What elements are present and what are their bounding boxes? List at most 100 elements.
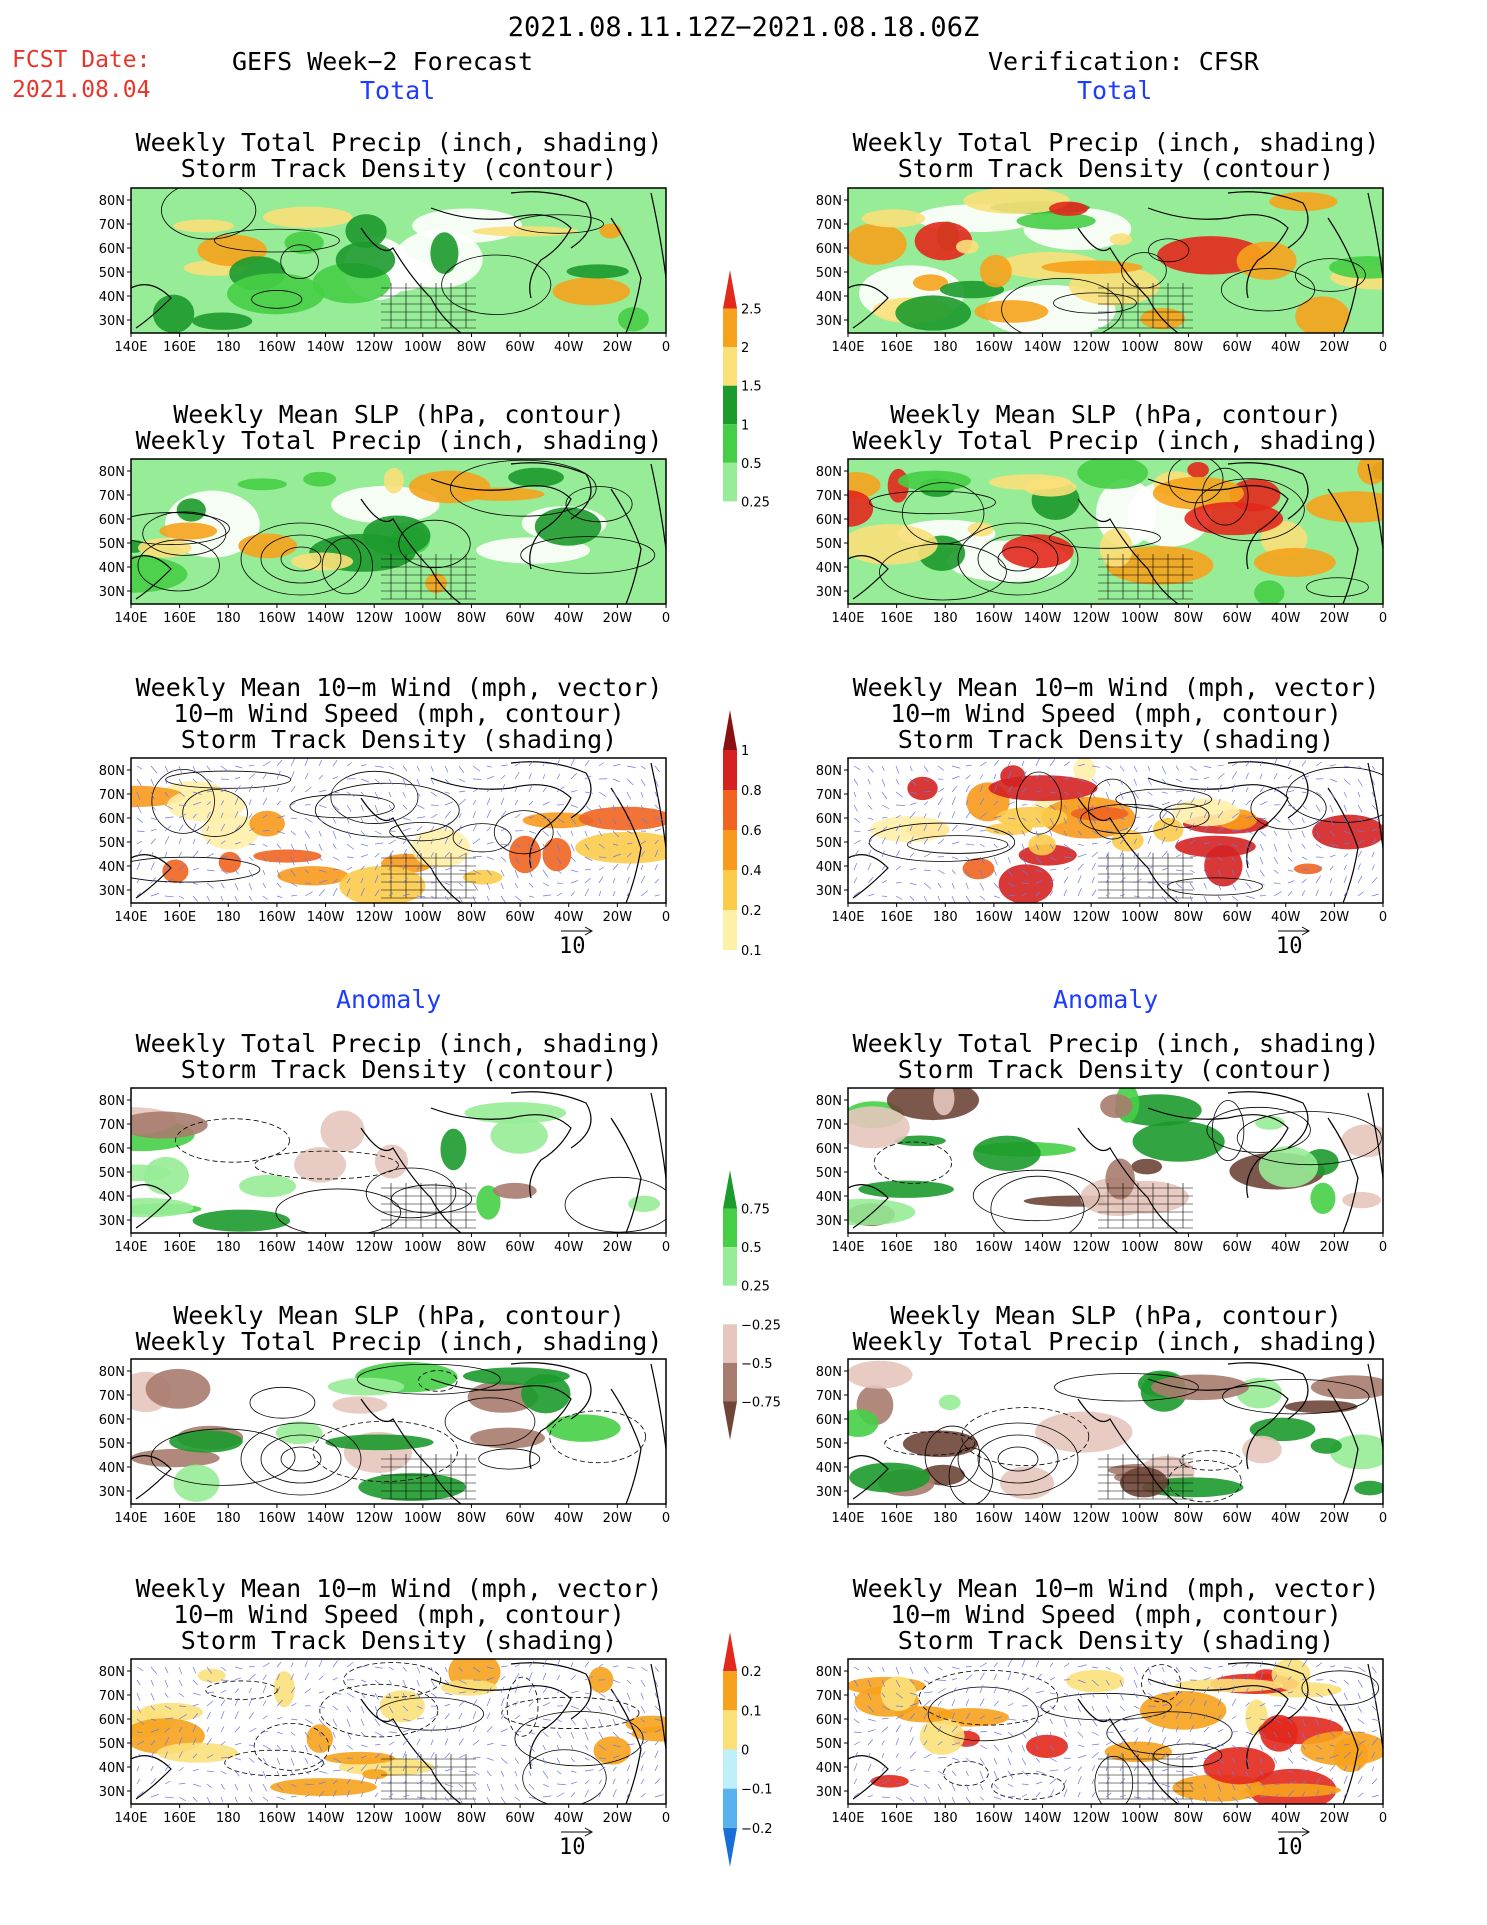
lon-tick-label: 160W xyxy=(258,1511,296,1526)
lat-tick-label: 80N xyxy=(816,764,842,779)
lat-tick-label: 80N xyxy=(816,1365,842,1380)
lon-tick-label: 80W xyxy=(1174,910,1204,925)
panel-r5-right-map: 80N 70N 60N 50N 40N 30N 140E 160E 180 160W 140W 120… xyxy=(816,1358,1387,1526)
lon-tick-label: 80W xyxy=(1174,1811,1204,1826)
colorbar-label: 0.4 xyxy=(741,864,762,879)
lon-tick-label: 160W xyxy=(975,910,1013,925)
lon-tick-label: 140W xyxy=(307,1240,345,1255)
panel-r6-left-map: 80N 70N 60N 50N 40N 30N 140E 160E 180 160W 140W 120… xyxy=(99,1658,670,1826)
lon-tick-label: 180 xyxy=(216,340,241,355)
lat-tick-label: 60N xyxy=(816,1413,842,1428)
panel-r5-left-title-line-1: Weekly Mean SLP (hPa, contour) xyxy=(173,1301,625,1330)
fcst-date-label: FCST Date: xyxy=(12,47,151,73)
lon-tick-label: 180 xyxy=(933,1511,958,1526)
lon-tick-label: 140E xyxy=(831,1511,864,1526)
colorbar-label: −0.25 xyxy=(741,1318,781,1333)
lon-tick-label: 80W xyxy=(457,611,487,626)
colorbar-label: 0.8 xyxy=(741,784,762,799)
lon-tick-label: 120W xyxy=(355,611,393,626)
lon-tick-label: 120W xyxy=(355,910,393,925)
panel-r5-right-title-line-1: Weekly Mean SLP (hPa, contour) xyxy=(890,1301,1342,1330)
lat-tick-label: 80N xyxy=(99,1365,125,1380)
lat-tick-label: 60N xyxy=(816,513,842,528)
right-header: Verification: CFSR xyxy=(988,47,1259,76)
lon-tick-label: 160E xyxy=(163,1240,196,1255)
lon-tick-label: 140W xyxy=(1024,1240,1062,1255)
lon-tick-label: 160W xyxy=(258,1240,296,1255)
lat-tick-label: 30N xyxy=(816,1785,842,1800)
lon-tick-label: 160E xyxy=(163,340,196,355)
lon-tick-label: 20W xyxy=(603,910,633,925)
lon-tick-label: 40W xyxy=(1271,1511,1301,1526)
lat-tick-label: 70N xyxy=(99,1118,125,1133)
panel-r3-left-title-line-1: Weekly Mean 10−m Wind (mph, vector) xyxy=(135,673,663,702)
lon-tick-label: 0 xyxy=(662,1811,670,1826)
lon-tick-label: 160E xyxy=(163,1811,196,1826)
lon-tick-label: 40W xyxy=(554,910,584,925)
lon-tick-label: 160W xyxy=(975,611,1013,626)
colorbar-label: 0.5 xyxy=(741,457,762,472)
lon-tick-label: 140E xyxy=(114,1511,147,1526)
lon-tick-label: 120W xyxy=(355,340,393,355)
colorbar-label: 0.5 xyxy=(741,1241,762,1256)
panel-r5-left-title-line-2: Weekly Total Precip (inch, shading) xyxy=(135,1327,663,1356)
lat-tick-label: 40N xyxy=(816,1761,842,1776)
panel-r4-left-title-line-2: Storm Track Density (contour) xyxy=(180,1055,618,1084)
lon-tick-label: 120W xyxy=(355,1511,393,1526)
colorbar-label: −0.75 xyxy=(741,1395,781,1410)
lon-tick-label: 0 xyxy=(662,1511,670,1526)
lat-tick-label: 60N xyxy=(99,242,125,257)
lon-tick-label: 20W xyxy=(603,611,633,626)
lon-tick-label: 120W xyxy=(355,1240,393,1255)
lat-tick-label: 40N xyxy=(816,290,842,305)
lon-tick-label: 60W xyxy=(1222,611,1252,626)
lon-tick-label: 20W xyxy=(603,1511,633,1526)
lon-tick-label: 0 xyxy=(1379,910,1387,925)
lon-tick-label: 160W xyxy=(975,1811,1013,1826)
lon-tick-label: 160E xyxy=(880,1240,913,1255)
lon-tick-label: 160E xyxy=(880,1811,913,1826)
lon-tick-label: 180 xyxy=(216,1511,241,1526)
panel-r3-left-title-line-2: 10−m Wind Speed (mph, contour) xyxy=(173,699,625,728)
colorbar-label: 0.6 xyxy=(741,824,762,839)
panel-r3-left-vector-scale: 10 xyxy=(559,926,597,958)
lat-tick-label: 60N xyxy=(816,1713,842,1728)
lon-tick-label: 120W xyxy=(355,1811,393,1826)
lat-tick-label: 40N xyxy=(99,1190,125,1205)
colorbar-label: −0.5 xyxy=(741,1357,773,1372)
lon-tick-label: 20W xyxy=(1320,910,1350,925)
lat-tick-label: 40N xyxy=(816,561,842,576)
lon-tick-label: 100W xyxy=(1121,910,1159,925)
panel-r6-left-title-line-2: 10−m Wind Speed (mph, contour) xyxy=(173,1600,625,1629)
lat-tick-label: 80N xyxy=(816,1665,842,1680)
lat-tick-label: 30N xyxy=(99,884,125,899)
right-section-anomaly: Anomaly xyxy=(1053,985,1159,1014)
lon-tick-label: 180 xyxy=(933,340,958,355)
lat-tick-label: 60N xyxy=(816,242,842,257)
lat-tick-label: 70N xyxy=(816,788,842,803)
lat-tick-label: 30N xyxy=(99,1485,125,1500)
lon-tick-label: 40W xyxy=(1271,611,1301,626)
lon-tick-label: 180 xyxy=(216,1240,241,1255)
lat-tick-label: 60N xyxy=(99,812,125,827)
lon-tick-label: 20W xyxy=(603,340,633,355)
lon-tick-label: 120W xyxy=(1072,340,1110,355)
vector-scale-label: 10 xyxy=(559,1835,586,1860)
lon-tick-label: 160E xyxy=(880,1511,913,1526)
panel-r2-left-map: 80N 70N 60N 50N 40N 30N 140E 160E 180 160W 140W 120… xyxy=(99,458,670,626)
lat-tick-label: 60N xyxy=(99,1142,125,1157)
lon-tick-label: 180 xyxy=(933,1240,958,1255)
lat-tick-label: 30N xyxy=(99,314,125,329)
lon-tick-label: 100W xyxy=(1121,1811,1159,1826)
lon-tick-label: 80W xyxy=(457,1811,487,1826)
lon-tick-label: 0 xyxy=(1379,1240,1387,1255)
lon-tick-label: 160W xyxy=(975,1511,1013,1526)
lon-tick-label: 20W xyxy=(603,1811,633,1826)
colorbar-label: 0.2 xyxy=(741,1665,762,1680)
lon-tick-label: 80W xyxy=(1174,1240,1204,1255)
lon-tick-label: 140W xyxy=(1024,1511,1062,1526)
lat-tick-label: 30N xyxy=(816,585,842,600)
lon-tick-label: 140W xyxy=(1024,340,1062,355)
lon-tick-label: 160E xyxy=(163,1511,196,1526)
lat-tick-label: 50N xyxy=(816,836,842,851)
